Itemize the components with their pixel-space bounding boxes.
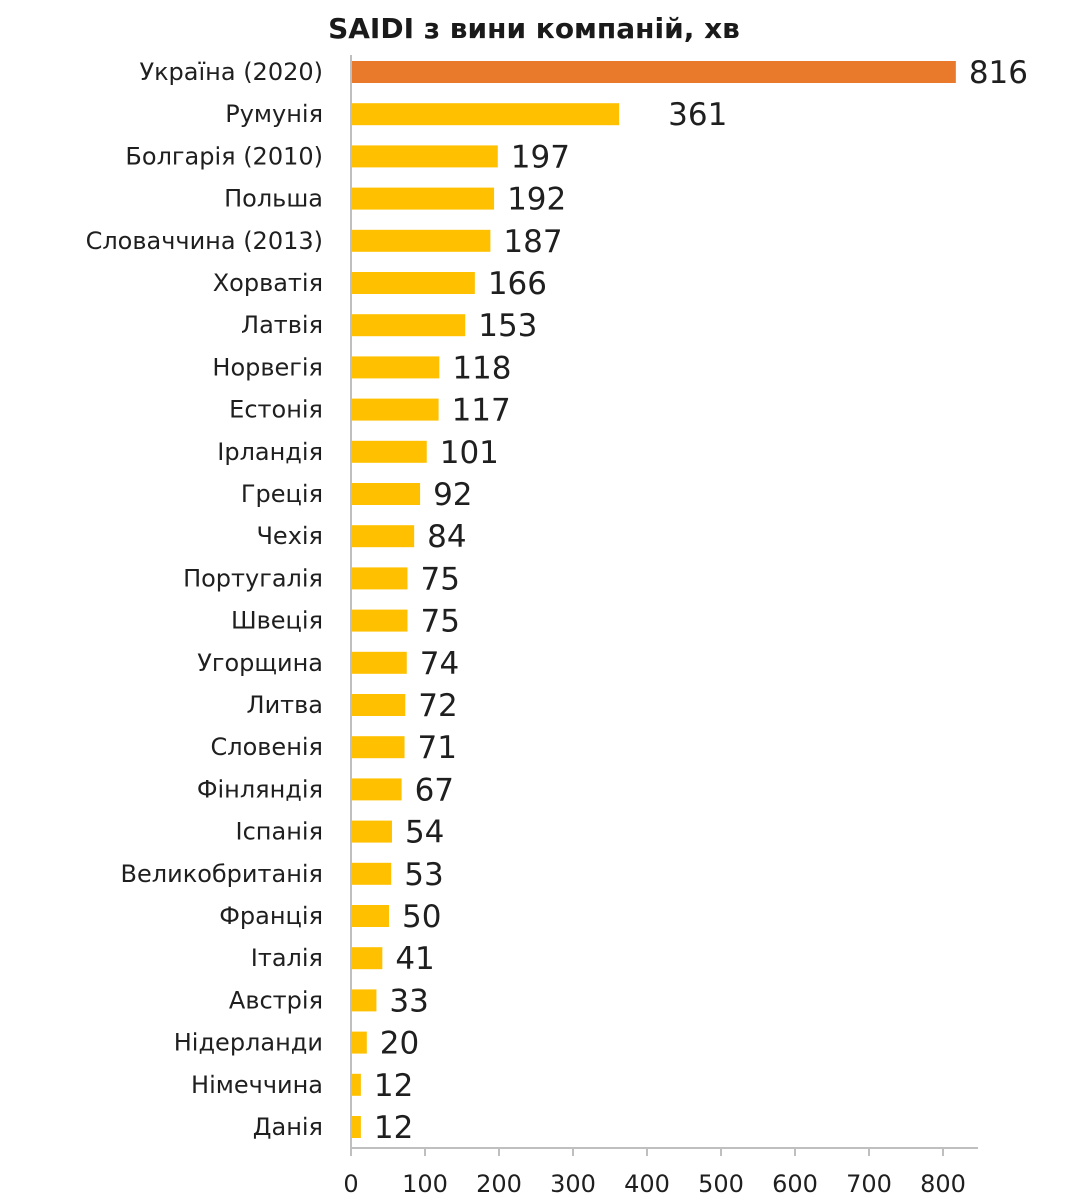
value-label: 33 [389, 983, 428, 1019]
bar [352, 651, 407, 674]
category-label: Норвегія [212, 353, 323, 381]
x-tick-label: 200 [476, 1170, 522, 1198]
bar [352, 187, 495, 210]
bar [352, 103, 620, 126]
value-label: 67 [415, 772, 454, 808]
category-label: Болгарія (2010) [125, 142, 323, 170]
value-label: 117 [452, 393, 511, 429]
x-tick-label: 400 [624, 1170, 670, 1198]
category-label: Угорщина [197, 649, 323, 677]
bars-group [352, 61, 956, 1138]
bar [352, 483, 421, 505]
category-label: Латвія [241, 311, 323, 339]
category-label: Литва [247, 691, 323, 719]
chart-title: SAIDI з вини компаній, хв [328, 12, 740, 45]
category-label: Словаччина (2013) [86, 227, 323, 255]
bar [352, 862, 392, 885]
bar [352, 609, 408, 632]
category-label: Румунія [225, 100, 323, 128]
value-label: 72 [418, 688, 457, 724]
value-label: 816 [969, 55, 1028, 91]
category-label: Естонія [229, 396, 323, 424]
value-label: 12 [374, 1068, 413, 1104]
x-tick-label: 700 [846, 1170, 892, 1198]
value-label: 197 [511, 139, 570, 175]
category-label: Фінляндія [197, 775, 323, 803]
category-label: Польша [224, 185, 323, 213]
category-label: Іспанія [236, 818, 323, 846]
category-label: Австрія [229, 986, 323, 1014]
x-tick-label: 0 [343, 1170, 358, 1198]
bar [352, 736, 405, 759]
value-label: 101 [440, 435, 499, 471]
bar [352, 61, 956, 83]
category-label: Німеччина [191, 1071, 323, 1099]
category-label: Греція [241, 480, 323, 508]
bar [352, 989, 377, 1012]
bar [352, 820, 392, 843]
bar [352, 525, 415, 548]
value-label: 187 [503, 224, 562, 260]
bar [352, 229, 491, 252]
category-labels: Україна (2020) Румунія Болгарія (2010) Поль… [86, 58, 323, 1141]
category-label: Нідерланди [174, 1029, 323, 1057]
bar [352, 1031, 367, 1054]
x-tick-label: 600 [772, 1170, 818, 1198]
bar [352, 947, 383, 970]
bar [352, 905, 389, 927]
value-label: 192 [507, 182, 566, 218]
category-label: Словенія [211, 733, 324, 761]
bar [352, 356, 440, 379]
category-label: Швеція [231, 607, 323, 635]
value-label: 50 [402, 899, 441, 935]
bar [352, 440, 427, 463]
category-label: Україна (2020) [139, 58, 323, 86]
bar [352, 272, 475, 294]
value-label: 166 [488, 266, 547, 302]
bar [352, 145, 498, 168]
value-label: 71 [418, 730, 457, 766]
value-label: 74 [420, 646, 459, 682]
x-tick-label: 500 [698, 1170, 744, 1198]
value-label: 92 [433, 477, 472, 513]
x-axis-ticks: 0 100 200 300 400 500 600 700 800 [343, 1148, 966, 1198]
bar [352, 398, 439, 421]
x-tick-label: 100 [402, 1170, 448, 1198]
bar [352, 567, 408, 590]
category-label: Хорватія [213, 269, 323, 297]
value-labels: 816 361 197 192 187 166 153 118 117 101 92 84 75 75 74… [374, 55, 1028, 1146]
category-label: Франція [219, 902, 323, 930]
bar [352, 778, 402, 801]
x-tick-label: 800 [920, 1170, 966, 1198]
value-label: 118 [452, 350, 511, 386]
bar [352, 314, 466, 337]
category-label: Ірландія [217, 438, 323, 466]
category-label: Португалія [183, 564, 323, 592]
value-label: 75 [421, 604, 460, 640]
value-label: 20 [380, 1026, 419, 1062]
value-label: 361 [668, 97, 727, 133]
value-label: 84 [427, 519, 466, 555]
value-label: 75 [421, 561, 460, 597]
category-label: Чехія [256, 522, 323, 550]
value-label: 54 [405, 815, 444, 851]
x-tick-label: 300 [550, 1170, 596, 1198]
value-label: 53 [404, 857, 443, 893]
category-label: Великобританія [121, 860, 323, 888]
bar [352, 1116, 361, 1138]
category-label: Італія [251, 944, 323, 972]
bar [352, 1073, 361, 1096]
category-label: Данія [253, 1113, 323, 1141]
value-label: 12 [374, 1110, 413, 1146]
value-label: 153 [478, 308, 537, 344]
bar [352, 694, 406, 716]
value-label: 41 [395, 941, 434, 977]
